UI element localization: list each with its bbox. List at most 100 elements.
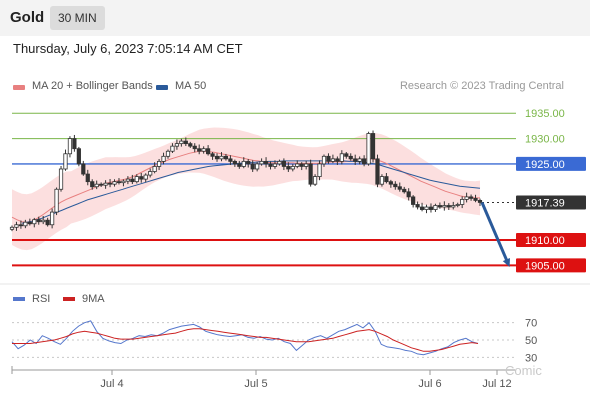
candle-body	[237, 163, 242, 167]
candle	[290, 164, 295, 172]
candle	[14, 221, 19, 231]
candle-body	[174, 143, 180, 147]
candle	[375, 154, 380, 188]
candle	[201, 146, 206, 154]
candle	[183, 137, 188, 147]
candle	[174, 139, 180, 150]
timeframe-badge[interactable]: 30 MIN	[50, 6, 105, 30]
rsi-ma-line	[12, 328, 479, 352]
candle-body	[255, 163, 260, 170]
candle	[335, 156, 340, 165]
candle-body	[219, 155, 224, 160]
candle-body	[393, 183, 398, 188]
level-tag-1905.00	[516, 258, 586, 273]
candle-body	[451, 205, 456, 208]
candle	[139, 172, 144, 183]
candle-body	[424, 206, 429, 210]
ma20-legend-swatch	[13, 85, 25, 90]
level-tag-1925.00	[516, 156, 586, 171]
candle	[268, 161, 273, 170]
candle-body	[281, 160, 286, 167]
candle-body	[210, 153, 215, 157]
candle-body	[415, 204, 420, 208]
candle-body	[304, 163, 309, 167]
candle	[148, 168, 153, 178]
candle-body	[460, 199, 465, 205]
candle-body	[286, 166, 291, 170]
ma20-legend-label: MA 20 + Bollinger Bands	[32, 80, 153, 92]
rsi-tick-label-70: 70	[525, 318, 537, 330]
watermark: Comic	[505, 363, 542, 378]
candle-body	[317, 163, 322, 177]
candle	[299, 162, 304, 171]
candle	[134, 174, 139, 184]
candle-body	[468, 196, 474, 199]
candle-body	[214, 155, 220, 160]
candle-body	[259, 160, 264, 165]
candle	[192, 143, 197, 153]
candle-body	[446, 205, 451, 208]
candle	[210, 152, 215, 160]
x-tick-label-Jul 4: Jul 4	[100, 378, 123, 390]
rsi-tick-label-50: 50	[525, 335, 537, 347]
candle	[246, 158, 251, 168]
candle	[188, 141, 193, 148]
candle	[259, 158, 264, 166]
candle-body	[228, 158, 233, 162]
candle-body	[58, 168, 64, 190]
candle-body	[206, 148, 211, 155]
candle-body	[388, 181, 393, 185]
candle	[130, 174, 135, 185]
candle	[241, 157, 246, 169]
candle-body	[263, 160, 269, 165]
candle-body	[18, 224, 24, 227]
candle	[112, 179, 117, 187]
candle-body	[357, 158, 362, 162]
candle-body	[473, 197, 478, 201]
candle	[121, 179, 126, 187]
candle	[339, 150, 344, 165]
candle-body	[455, 204, 460, 206]
candle-body	[419, 206, 425, 210]
candle-body	[107, 182, 113, 185]
candle-body	[295, 163, 300, 167]
top-bar: Gold 30 MIN	[0, 0, 590, 36]
candle-body	[250, 163, 255, 170]
candle-body	[375, 158, 380, 185]
candle-body	[76, 148, 81, 165]
candle	[214, 153, 220, 162]
candle-body	[85, 173, 90, 183]
candle-body	[130, 178, 135, 183]
x-tick-label-Jul 5: Jul 5	[244, 378, 267, 390]
candle-body	[192, 145, 197, 150]
candle	[415, 201, 420, 210]
candle-body	[41, 219, 46, 223]
candle	[477, 198, 483, 207]
rsi-line	[11, 320, 479, 356]
candle	[263, 157, 269, 168]
candle	[125, 176, 130, 185]
candle-body	[477, 200, 483, 203]
candle	[250, 160, 255, 172]
candle-body	[94, 183, 99, 188]
candle-body	[402, 188, 407, 193]
candle-body	[54, 188, 59, 213]
candle-body	[397, 186, 402, 190]
candle	[353, 154, 358, 165]
candle	[161, 152, 166, 165]
candle-body	[335, 158, 340, 162]
x-tick-label-Jul 12: Jul 12	[482, 378, 511, 390]
candle	[156, 158, 162, 171]
candle	[81, 160, 86, 176]
candle-body	[290, 166, 295, 170]
candle-body	[170, 145, 175, 152]
candle	[330, 154, 336, 164]
candle	[255, 162, 260, 172]
candle	[402, 186, 407, 194]
candle	[473, 194, 478, 203]
rsi-legend-swatch	[13, 297, 25, 301]
candle	[437, 202, 442, 209]
candle-body	[406, 191, 411, 198]
candle	[446, 203, 451, 211]
